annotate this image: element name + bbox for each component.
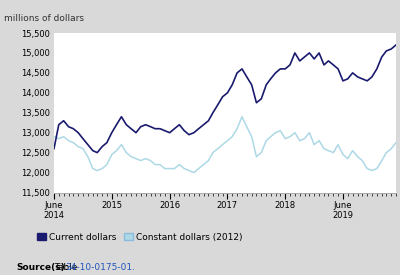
Text: 34-10-0175-01.: 34-10-0175-01.: [65, 263, 135, 272]
Text: Table: Table: [54, 263, 80, 272]
Text: Source(s):: Source(s):: [16, 263, 68, 272]
Text: millions of dollars: millions of dollars: [4, 14, 84, 23]
Legend: Current dollars, Constant dollars (2012): Current dollars, Constant dollars (2012): [36, 233, 243, 242]
